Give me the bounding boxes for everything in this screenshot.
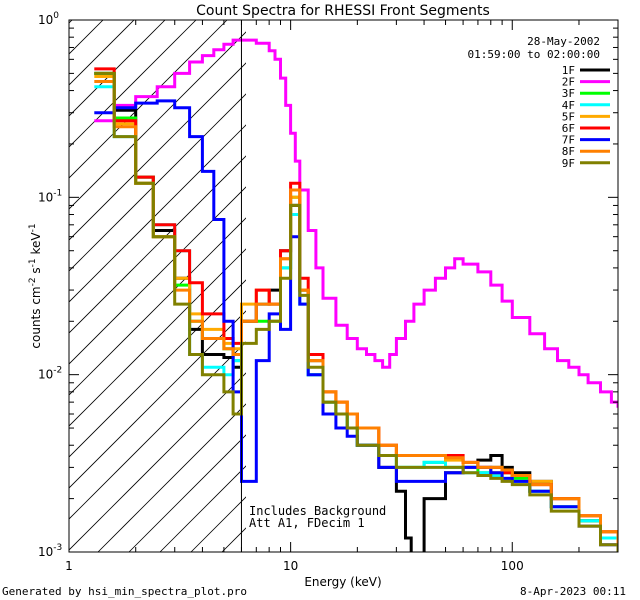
x-axis-label: Energy (keV) bbox=[304, 575, 381, 589]
y-axis-label: counts cm-2 s-1 keV-1 bbox=[28, 223, 43, 348]
y-tick-label: 10-3 bbox=[38, 543, 62, 559]
date-label: 28-May-2002 bbox=[527, 35, 600, 48]
hatch-line bbox=[69, 31, 246, 210]
y-tick-label: 100 bbox=[38, 11, 59, 27]
hatch-line bbox=[69, 310, 246, 489]
series-line-1F bbox=[94, 71, 618, 552]
hatch-line bbox=[69, 186, 246, 365]
series-line-9F bbox=[94, 71, 618, 552]
series-line-2F bbox=[94, 38, 618, 408]
hatch-line bbox=[128, 434, 246, 552]
y-axis-label-exp3: -1 bbox=[28, 223, 38, 232]
legend-label-7F: 7F bbox=[562, 134, 575, 147]
y-axis-label-exp2: -1 bbox=[28, 258, 38, 267]
y-tick-labels: 10-3 10-2 10-1 100 bbox=[38, 11, 62, 559]
legend-label-1F: 1F bbox=[562, 64, 575, 77]
footer-date: 8-Apr-2023 00:11 bbox=[520, 585, 626, 598]
hatch-line bbox=[69, 62, 246, 241]
annotation-background: Includes Background bbox=[249, 504, 386, 518]
x-tick-label: 10 bbox=[283, 559, 298, 573]
y-axis-label-mid1: s bbox=[29, 267, 43, 277]
axis-ticks bbox=[68, 19, 619, 553]
y-tick-label: 10-1 bbox=[38, 188, 62, 204]
time-range-label: 01:59:00 to 02:00:00 bbox=[468, 48, 600, 61]
legend-label-5F: 5F bbox=[562, 110, 575, 123]
y-tick-label: 10-2 bbox=[38, 366, 62, 382]
x-tick-label: 1 bbox=[65, 559, 73, 573]
y-axis-label-mid2: keV bbox=[29, 232, 43, 259]
series-line-5F bbox=[94, 75, 618, 545]
hatch-line bbox=[69, 124, 246, 303]
hatch-line bbox=[69, 155, 246, 334]
y-axis-label-base: counts cm bbox=[29, 286, 43, 348]
hatch-line bbox=[69, 217, 246, 396]
hatch-line bbox=[69, 372, 246, 551]
legend-label-8F: 8F bbox=[562, 145, 575, 158]
annotation-attenuator: Att A1, FDecim 1 bbox=[249, 516, 365, 530]
footer-generated-by: Generated by hsi_min_spectra_plot.pro bbox=[2, 585, 247, 598]
hatch-line bbox=[69, 248, 246, 427]
y-axis-label-exp1: -2 bbox=[28, 277, 38, 286]
hatch-line bbox=[69, 20, 135, 86]
x-tick-labels: 1 10 100 bbox=[65, 559, 524, 573]
hatch-line bbox=[69, 20, 73, 24]
hatch-line bbox=[69, 279, 246, 458]
chart-title: Count Spectra for RHESSI Front Segments bbox=[196, 3, 490, 19]
legend-label-2F: 2F bbox=[562, 76, 575, 89]
x-tick-label: 100 bbox=[501, 559, 524, 573]
legend-label-3F: 3F bbox=[562, 87, 575, 100]
legend-label-6F: 6F bbox=[562, 122, 575, 135]
legend-label-4F: 4F bbox=[562, 99, 575, 112]
series-layer bbox=[94, 38, 618, 552]
hatch-line bbox=[69, 20, 197, 148]
hatch-line bbox=[97, 403, 246, 552]
series-line-8F bbox=[94, 80, 618, 545]
legend-label-9F: 9F bbox=[562, 157, 575, 170]
hatch-line bbox=[69, 341, 246, 520]
series-line-6F bbox=[94, 67, 618, 545]
plot-frame bbox=[68, 19, 619, 553]
